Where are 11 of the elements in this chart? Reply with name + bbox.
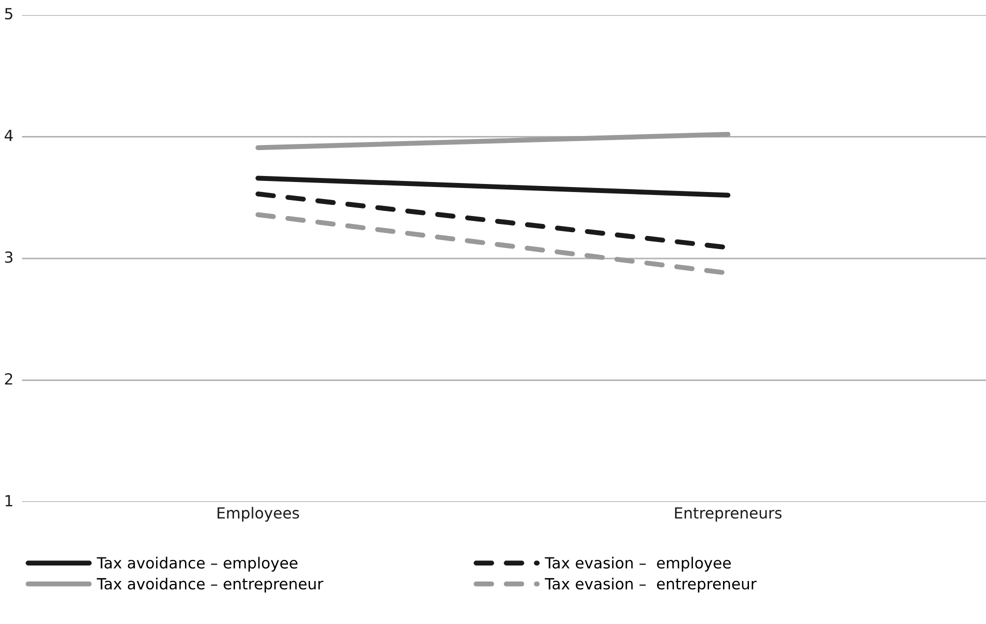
y-tick-label: 4 xyxy=(4,130,13,141)
y-tick-label: 1 xyxy=(6,495,12,506)
y-tick-label: 2 xyxy=(5,373,12,384)
y-tick-label: 3 xyxy=(5,251,12,263)
legend-label: Tax evasion – entrepreneur xyxy=(544,578,757,592)
x-tick-label: Employees xyxy=(218,506,300,522)
x-tick-label: Entrepreneurs xyxy=(675,507,782,522)
legend-label: Tax evasion – employee xyxy=(544,556,731,572)
legend-label: Tax avoidance – entrepreneur xyxy=(96,578,324,592)
legend-label: Tax avoidance – employee xyxy=(96,556,298,572)
y-tick-label: 5 xyxy=(5,8,12,20)
